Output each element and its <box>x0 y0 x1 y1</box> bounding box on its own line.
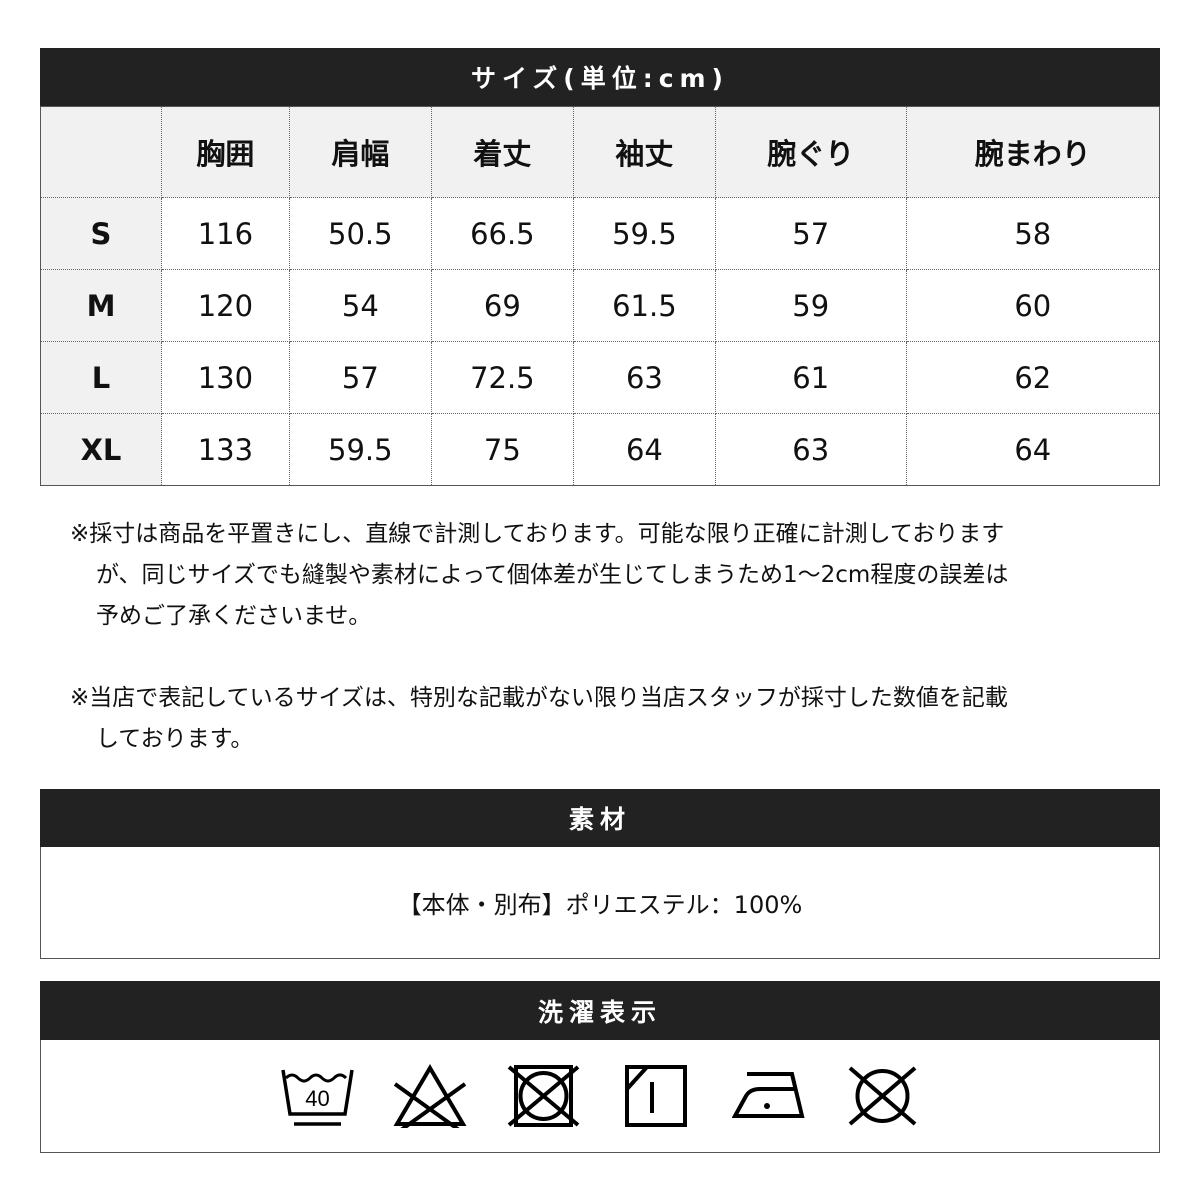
size-table: 胸囲 肩幅 着丈 袖丈 腕ぐり 腕まわり S 116 50.5 66.5 59.5 57 58 M 120… <box>40 106 1161 486</box>
column-header: 腕ぐり <box>714 106 907 198</box>
measurement-cell: 54 <box>288 269 432 342</box>
note: ※採寸は商品を平置きにし、直線で計測しております。可能な限り正確に計測しておりま… <box>70 521 1009 629</box>
size-table-title: サイズ(単位:cm) <box>40 48 1160 106</box>
notes: ※採寸は商品を平置きにし、直線で計測しております。可能な限り正確に計測しておりま… <box>70 514 1020 801</box>
care-title: 洗濯表示 <box>40 981 1160 1040</box>
table-header-row: 胸囲 肩幅 着丈 袖丈 腕ぐり 腕まわり <box>40 106 1161 198</box>
measurement-cell: 61.5 <box>572 269 716 342</box>
table-row: M 120 54 69 61.5 59 60 <box>40 269 1161 342</box>
measurement-cell: 64 <box>905 413 1161 486</box>
no-tumble-dry-icon <box>507 1065 580 1127</box>
measurement-cell: 59.5 <box>572 197 716 270</box>
measurement-cell: 63 <box>572 341 716 414</box>
column-header: 胸囲 <box>161 106 290 198</box>
iron-low-icon <box>732 1072 805 1118</box>
measurement-cell: 57 <box>288 341 432 414</box>
column-header: 袖丈 <box>572 106 716 198</box>
measurement-cell: 61 <box>714 341 907 414</box>
line-dry-shade-icon <box>625 1065 687 1127</box>
table-row: L 130 57 72.5 63 61 62 <box>40 341 1161 414</box>
measurement-cell: 60 <box>905 269 1161 342</box>
measurement-cell: 63 <box>714 413 907 486</box>
care-icons: 40 <box>40 1040 1160 1153</box>
column-header: 肩幅 <box>288 106 432 198</box>
measurement-cell: 130 <box>161 341 290 414</box>
measurement-cell: 62 <box>905 341 1161 414</box>
wash-40-gentle-icon: 40 <box>281 1069 354 1126</box>
size-label: XL <box>40 413 162 486</box>
svg-text:40: 40 <box>305 1086 329 1111</box>
table-row: XL 133 59.5 75 64 63 64 <box>40 413 1161 486</box>
material-title: 素材 <box>40 789 1160 847</box>
no-bleach-icon <box>393 1064 467 1128</box>
measurement-cell: 120 <box>161 269 290 342</box>
measurement-cell: 66.5 <box>430 197 574 270</box>
measurement-cell: 72.5 <box>430 341 574 414</box>
measurement-cell: 59 <box>714 269 907 342</box>
measurement-cell: 50.5 <box>288 197 432 270</box>
measurement-cell: 64 <box>572 413 716 486</box>
column-header <box>40 106 162 198</box>
size-label: S <box>40 197 162 270</box>
measurement-cell: 116 <box>161 197 290 270</box>
note: ※当店で表記しているサイズは、特別な記載がない限り当店スタッフが採寸した数値を記… <box>70 685 1008 752</box>
column-header: 着丈 <box>430 106 574 198</box>
measurement-cell: 133 <box>161 413 290 486</box>
material-text: 【本体・別布】ポリエステル：100% <box>397 891 803 919</box>
measurement-cell: 57 <box>714 197 907 270</box>
column-header: 腕まわり <box>905 106 1161 198</box>
measurement-cell: 59.5 <box>288 413 432 486</box>
material-box: 【本体・別布】ポリエステル：100% <box>40 847 1160 959</box>
table-row: S 116 50.5 66.5 59.5 57 58 <box>40 197 1161 270</box>
measurement-cell: 58 <box>905 197 1161 270</box>
measurement-cell: 69 <box>430 269 574 342</box>
size-label: M <box>40 269 162 342</box>
measurement-cell: 75 <box>430 413 574 486</box>
no-dry-clean-icon <box>848 1066 917 1126</box>
size-label: L <box>40 341 162 414</box>
